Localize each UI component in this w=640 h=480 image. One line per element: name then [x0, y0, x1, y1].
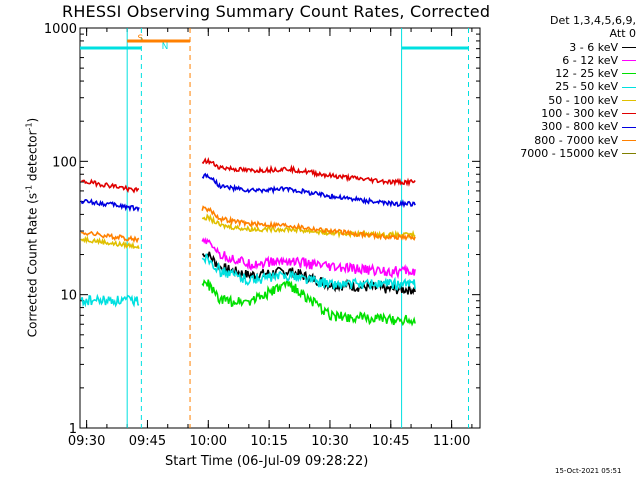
legend-swatch: [622, 86, 636, 88]
y-tick-label: 1: [69, 422, 77, 437]
legend-entry: 800 - 7000 keV: [520, 134, 636, 147]
legend-label: 50 - 100 keV: [548, 93, 618, 107]
x-tick-label: 11:00: [433, 434, 470, 449]
y-tick-label: 1000: [44, 22, 77, 37]
legend-swatch: [622, 73, 636, 75]
legend-entry: 7000 - 15000 keV: [520, 147, 636, 160]
legend-swatch: [622, 60, 636, 62]
x-tick-label: 10:45: [372, 434, 409, 449]
x-tick-label: 10:00: [190, 434, 227, 449]
annotation-label: S: [138, 34, 144, 44]
y-tick-label: 100: [52, 155, 77, 170]
x-tick-label: 10:30: [311, 434, 348, 449]
legend-entry: 50 - 100 keV: [520, 94, 636, 107]
legend-entry: 12 - 25 keV: [520, 67, 636, 80]
series-line: [201, 205, 416, 242]
legend-label: 3 - 6 keV: [569, 40, 618, 54]
legend-header-line-1: Det 1,3,4,5,6,9,: [549, 14, 636, 27]
legend-swatch: [622, 139, 636, 141]
legend-label: 6 - 12 keV: [562, 53, 618, 67]
series-line: [201, 278, 416, 327]
annotation-label: N: [162, 42, 169, 52]
legend-label: 25 - 50 keV: [555, 80, 618, 94]
legend-swatch: [622, 126, 636, 128]
series-line: [201, 213, 416, 240]
legend-entry: 100 - 300 keV: [520, 107, 636, 120]
x-tick-label: 09:45: [129, 434, 166, 449]
series-line: [80, 293, 140, 308]
legend-entry: 3 - 6 keV: [520, 41, 636, 54]
series-line: [201, 251, 416, 296]
legend-entry: 6 - 12 keV: [520, 54, 636, 67]
series-line: [80, 230, 140, 244]
series-line: [201, 157, 416, 187]
legend-swatch: [622, 46, 636, 48]
series-line: [80, 198, 140, 213]
legend-label: 100 - 300 keV: [541, 107, 618, 121]
series-line: [201, 172, 416, 209]
series-line: [80, 178, 139, 194]
legend-entry: 300 - 800 keV: [520, 120, 636, 133]
legend-entry: 25 - 50 keV: [520, 80, 636, 93]
x-tick-label: 09:30: [68, 434, 105, 449]
chart-title: RHESSI Observing Summary Count Rates, Co…: [62, 2, 491, 21]
legend-swatch: [622, 153, 636, 155]
series-line: [201, 237, 416, 280]
legend-label: 7000 - 15000 keV: [520, 146, 618, 160]
legend-label: 12 - 25 keV: [555, 67, 618, 81]
legend-label: 300 - 800 keV: [541, 120, 618, 134]
series-line: [201, 253, 416, 291]
legend-swatch: [622, 99, 636, 101]
legend-label: 800 - 7000 keV: [534, 133, 618, 147]
series-line: [80, 235, 140, 250]
y-tick-label: 10: [60, 289, 77, 304]
x-tick-label: 10:15: [250, 434, 287, 449]
x-axis-label: Start Time (06-Jul-09 09:28:22): [165, 454, 369, 469]
legend-swatch: [622, 113, 636, 115]
y-axis-label: Corrected Count Rate (s-1 detector-1): [24, 117, 40, 338]
plot-frame: [79, 27, 481, 429]
timestamp: 15-Oct-2021 05:51: [555, 467, 622, 475]
legend-header-line-2: Att 0: [609, 27, 636, 41]
legend: Det 1,3,4,5,6,9, Att 0 3 - 6 keV 6 - 12 k…: [520, 14, 636, 160]
